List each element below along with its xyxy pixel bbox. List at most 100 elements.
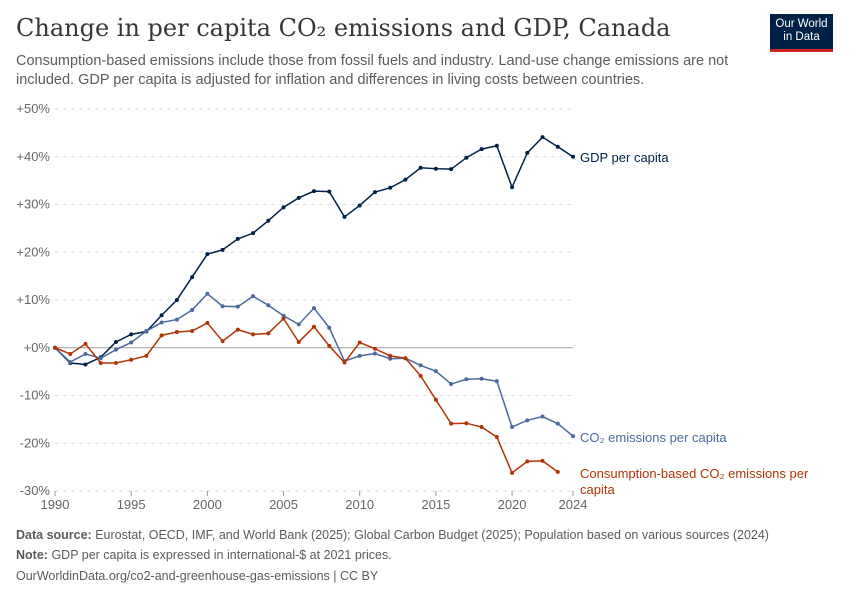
- data-point: [418, 373, 423, 378]
- x-tick-label: 2010: [345, 497, 374, 512]
- data-point: [129, 357, 134, 362]
- data-point: [159, 320, 164, 325]
- data-point: [540, 414, 545, 419]
- data-point: [159, 313, 164, 318]
- data-point: [83, 362, 88, 367]
- source-text: Eurostat, OECD, IMF, and World Bank (202…: [95, 528, 769, 542]
- series-line: [54, 317, 559, 475]
- x-tick-label: 2005: [269, 497, 298, 512]
- data-point: [235, 236, 240, 241]
- data-point: [220, 339, 225, 344]
- data-point: [205, 291, 210, 296]
- data-point: [357, 203, 362, 208]
- x-tick-label: 1995: [117, 497, 146, 512]
- data-point: [433, 369, 438, 374]
- data-point: [281, 313, 286, 318]
- data-point: [449, 382, 454, 387]
- data-point: [555, 421, 560, 426]
- data-point: [388, 185, 393, 190]
- data-point: [144, 353, 149, 358]
- data-point: [449, 421, 454, 426]
- data-point: [190, 308, 195, 313]
- data-point: [464, 421, 469, 426]
- data-point: [266, 218, 271, 223]
- data-point: [251, 231, 256, 236]
- data-point: [525, 418, 530, 423]
- series-label: capita: [580, 482, 615, 497]
- y-tick-label: +50%: [16, 101, 50, 116]
- y-tick-label: +10%: [16, 292, 50, 307]
- y-tick-label: +20%: [16, 244, 50, 259]
- data-point: [220, 247, 225, 252]
- source-label: Data source:: [16, 528, 92, 542]
- data-point: [342, 360, 347, 365]
- note-line: Note: GDP per capita is expressed in int…: [16, 548, 392, 562]
- data-point: [433, 397, 438, 402]
- data-point: [327, 343, 332, 348]
- data-point: [159, 333, 164, 338]
- data-point: [312, 189, 316, 194]
- data-point: [174, 317, 179, 322]
- data-point: [494, 143, 499, 148]
- data-point: [98, 356, 103, 361]
- data-point: [327, 325, 332, 330]
- data-point: [53, 345, 57, 350]
- data-point: [235, 304, 240, 309]
- data-point: [555, 469, 560, 474]
- page-title: Change in per capita CO₂ emissions and G…: [16, 14, 671, 42]
- data-point: [494, 435, 499, 440]
- data-point: [357, 340, 362, 345]
- data-point: [205, 252, 210, 257]
- data-point: [113, 347, 118, 352]
- data-point: [68, 351, 73, 356]
- source-line: Data source: Eurostat, OECD, IMF, and Wo…: [16, 528, 769, 542]
- y-tick-label: +0%: [24, 340, 51, 355]
- data-point: [464, 377, 469, 382]
- x-tick-label: 1990: [41, 497, 70, 512]
- data-point: [464, 155, 469, 160]
- data-point: [372, 346, 377, 351]
- data-point: [312, 306, 316, 311]
- series-label: Consumption-based CO₂ emissions per: [580, 466, 809, 481]
- owid-logo[interactable]: Our World in Data: [770, 14, 833, 52]
- data-point: [281, 205, 286, 210]
- data-point: [479, 147, 484, 152]
- data-point: [129, 332, 134, 337]
- y-tick-label: -10%: [20, 388, 51, 403]
- data-point: [540, 458, 545, 463]
- series-line: [54, 292, 574, 437]
- data-point: [190, 329, 195, 334]
- subtitle: Consumption-based emissions include thos…: [16, 53, 729, 88]
- note-text: GDP per capita is expressed in internati…: [51, 548, 392, 562]
- y-tick-label: +30%: [16, 197, 50, 212]
- data-point: [433, 166, 438, 171]
- data-point: [235, 327, 240, 332]
- data-point: [525, 150, 530, 155]
- data-point: [113, 340, 118, 345]
- data-point: [479, 425, 484, 430]
- series-line: [54, 136, 574, 366]
- data-point: [510, 185, 515, 190]
- y-tick-label: +40%: [16, 149, 50, 164]
- data-point: [403, 177, 408, 182]
- note-label: Note:: [16, 548, 48, 562]
- data-point: [357, 353, 362, 358]
- data-point: [190, 275, 195, 280]
- series-label: GDP per capita: [580, 150, 669, 165]
- y-tick-label: -20%: [20, 435, 51, 450]
- data-point: [540, 135, 545, 140]
- x-tick-label: 2020: [498, 497, 527, 512]
- x-tick-label: 2024: [559, 497, 588, 512]
- data-point: [144, 329, 149, 334]
- data-point: [113, 361, 118, 366]
- data-point: [388, 353, 393, 358]
- url-link[interactable]: OurWorldinData.org/co2-and-greenhouse-ga…: [16, 569, 379, 583]
- data-point: [68, 360, 73, 365]
- data-point: [296, 322, 301, 327]
- data-point: [83, 341, 88, 346]
- data-point: [479, 376, 484, 381]
- data-point: [510, 470, 515, 475]
- data-point: [129, 340, 134, 345]
